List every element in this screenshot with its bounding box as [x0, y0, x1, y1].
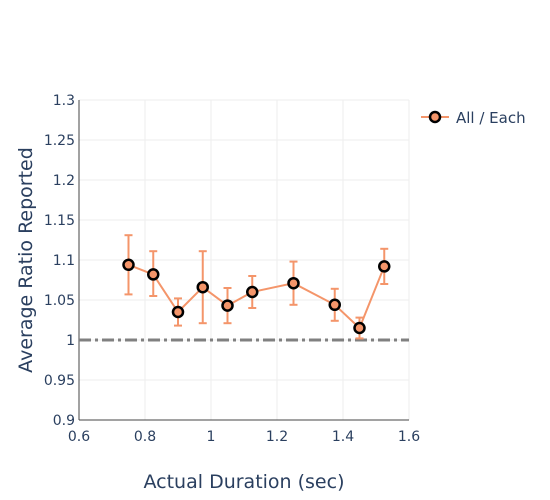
- y-tick-label: 1.05: [44, 293, 75, 309]
- y-tick-label: 1.25: [44, 133, 75, 149]
- data-point: [246, 285, 259, 299]
- x-tick-labels: 0.6 0.8 1 1.2 1.4 1.6: [68, 429, 420, 445]
- y-tick-labels: 0.9 0.95 1 1.05 1.1 1.15 1.2 1.25 1.3: [44, 93, 75, 429]
- y-tick-label: 1.3: [53, 93, 75, 109]
- x-tick-label: 0.8: [134, 429, 156, 445]
- legend-label: All / Each: [456, 109, 526, 127]
- y-tick-label: 1.1: [53, 253, 75, 269]
- error-bars: [124, 234, 389, 340]
- data-point: [147, 268, 160, 281]
- data-point: [378, 260, 391, 273]
- data-point: [328, 298, 341, 312]
- data-point: [287, 276, 300, 290]
- grid: [79, 99, 410, 420]
- y-axis-title: Average Ratio Reported: [15, 147, 37, 373]
- data-point: [122, 258, 135, 272]
- x-axis-title: Actual Duration (sec): [144, 471, 345, 493]
- y-tick-label: 0.9: [53, 413, 75, 429]
- axes: [78, 100, 409, 421]
- legend-marker: [428, 110, 442, 124]
- x-tick-label: 0.6: [68, 429, 90, 445]
- y-tick-label: 1: [66, 333, 75, 349]
- x-tick-label: 1.2: [266, 429, 288, 445]
- y-tick-label: 0.95: [44, 373, 75, 389]
- x-tick-label: 1.6: [398, 429, 420, 445]
- series-lines: [128, 263, 386, 330]
- legend[interactable]: All / Each: [421, 109, 526, 127]
- data-point: [353, 321, 366, 335]
- x-tick-label: 1: [207, 429, 216, 445]
- y-tick-label: 1.2: [53, 173, 75, 189]
- y-tick-label: 1.15: [44, 213, 75, 229]
- data-point: [221, 299, 234, 312]
- data-point: [196, 280, 209, 294]
- data-point: [171, 305, 185, 319]
- x-tick-label: 1.4: [332, 429, 354, 445]
- series-markers: [122, 258, 391, 335]
- series-line: [128, 263, 386, 330]
